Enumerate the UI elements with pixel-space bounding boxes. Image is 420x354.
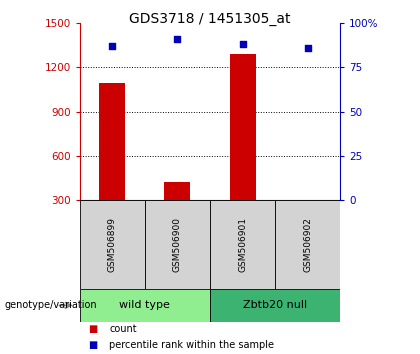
- Point: [109, 43, 116, 49]
- Bar: [145, 200, 210, 289]
- Text: genotype/variation: genotype/variation: [4, 300, 97, 310]
- Point: [174, 36, 181, 42]
- Bar: [295, 200, 321, 205]
- Text: GSM506899: GSM506899: [108, 217, 117, 272]
- Bar: [99, 83, 125, 200]
- Text: count: count: [109, 324, 137, 334]
- Bar: [275, 200, 340, 289]
- Bar: [230, 54, 256, 200]
- Text: GSM506902: GSM506902: [303, 217, 312, 272]
- Bar: [80, 200, 145, 289]
- Text: GSM506900: GSM506900: [173, 217, 182, 272]
- Text: percentile rank within the sample: percentile rank within the sample: [109, 340, 274, 350]
- Text: GDS3718 / 1451305_at: GDS3718 / 1451305_at: [129, 12, 291, 27]
- Bar: [165, 182, 191, 200]
- Point: [239, 41, 246, 47]
- Text: GSM506901: GSM506901: [238, 217, 247, 272]
- Bar: [210, 289, 340, 322]
- Point: [304, 45, 311, 51]
- Bar: [80, 289, 210, 322]
- Text: ■: ■: [88, 340, 97, 350]
- Text: wild type: wild type: [119, 300, 171, 310]
- Text: ■: ■: [88, 324, 97, 334]
- Text: Zbtb20 null: Zbtb20 null: [243, 300, 307, 310]
- Bar: [210, 200, 275, 289]
